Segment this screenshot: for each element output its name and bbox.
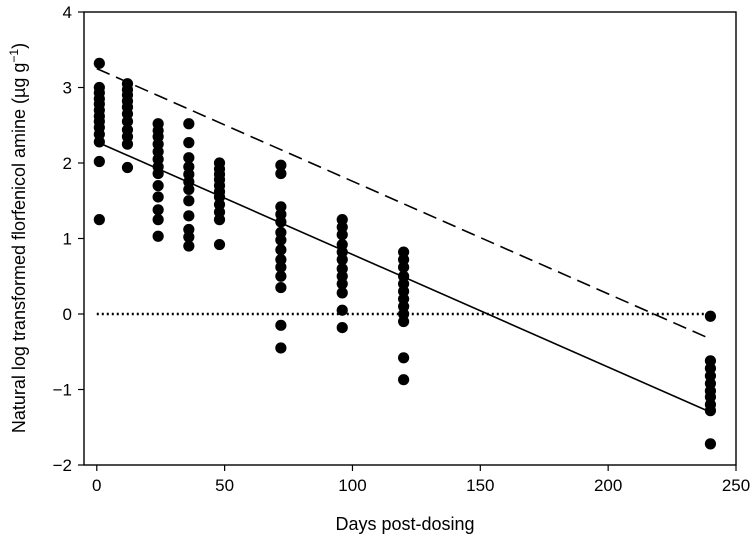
data-point xyxy=(336,304,348,316)
data-point xyxy=(121,115,134,128)
data-point xyxy=(704,438,717,450)
data-point xyxy=(275,167,287,180)
data-point xyxy=(93,155,105,168)
x-tick-label: 250 xyxy=(722,476,750,495)
y-tick-label: 1 xyxy=(63,230,72,249)
y-axis: −2 −1 0 1 2 3 4 xyxy=(53,3,84,475)
data-point xyxy=(183,118,195,130)
data-point xyxy=(398,352,410,364)
data-point xyxy=(183,137,195,149)
data-point xyxy=(152,191,164,203)
data-point xyxy=(704,405,717,417)
x-tick-label: 150 xyxy=(466,476,494,495)
data-point xyxy=(152,180,164,192)
data-point xyxy=(275,319,287,331)
data-point xyxy=(183,240,195,252)
data-point xyxy=(275,270,287,282)
data-point xyxy=(275,216,287,228)
data-point xyxy=(183,210,195,222)
data-point xyxy=(336,278,348,290)
y-tick-label: 0 xyxy=(63,305,72,324)
data-point xyxy=(93,136,105,148)
data-point xyxy=(152,214,164,226)
data-point xyxy=(93,214,105,226)
y-tick-label: −2 xyxy=(53,456,72,475)
data-point xyxy=(121,138,134,150)
data-point xyxy=(275,281,287,294)
data-point xyxy=(704,310,717,322)
y-axis-title-main: Natural log transformed florfenicol amin… xyxy=(9,63,29,434)
y-axis-title: Natural log transformed florfenicol amin… xyxy=(7,43,29,433)
x-axis: 0 50 100 150 200 250 xyxy=(92,465,750,495)
data-point xyxy=(93,57,105,69)
x-tick-label: 100 xyxy=(338,476,366,495)
y-axis-title-close: ) xyxy=(9,43,29,49)
y-tick-label: 2 xyxy=(63,154,72,173)
data-point xyxy=(152,167,164,180)
data-point xyxy=(121,161,134,174)
data-point xyxy=(152,204,164,216)
data-point xyxy=(183,231,195,243)
data-points xyxy=(93,57,717,450)
data-point xyxy=(398,374,410,386)
data-point xyxy=(152,230,164,242)
data-point xyxy=(183,195,195,207)
data-point xyxy=(275,342,287,354)
data-point xyxy=(275,261,287,273)
y-axis-title-superscript: −1 xyxy=(7,49,21,63)
data-point xyxy=(183,152,195,164)
data-point xyxy=(398,315,410,328)
y-tick-label: −1 xyxy=(53,381,72,400)
x-tick-label: 200 xyxy=(594,476,622,495)
data-point xyxy=(336,229,348,241)
data-point xyxy=(275,234,287,246)
plot-frame xyxy=(83,11,737,466)
x-tick-label: 0 xyxy=(92,476,101,495)
data-point xyxy=(398,261,410,273)
y-tick-label: 3 xyxy=(63,79,72,98)
data-point xyxy=(275,244,287,256)
data-point xyxy=(275,159,287,171)
x-tick-label: 50 xyxy=(215,476,234,495)
dashed-line xyxy=(96,67,711,340)
x-axis-title: Days post-dosing xyxy=(335,514,474,534)
data-point xyxy=(336,254,348,266)
data-point xyxy=(336,321,348,334)
data-point xyxy=(213,214,226,226)
y-tick-label: 4 xyxy=(63,3,72,22)
data-point xyxy=(183,183,195,196)
data-point xyxy=(336,287,348,299)
data-point xyxy=(213,238,226,251)
